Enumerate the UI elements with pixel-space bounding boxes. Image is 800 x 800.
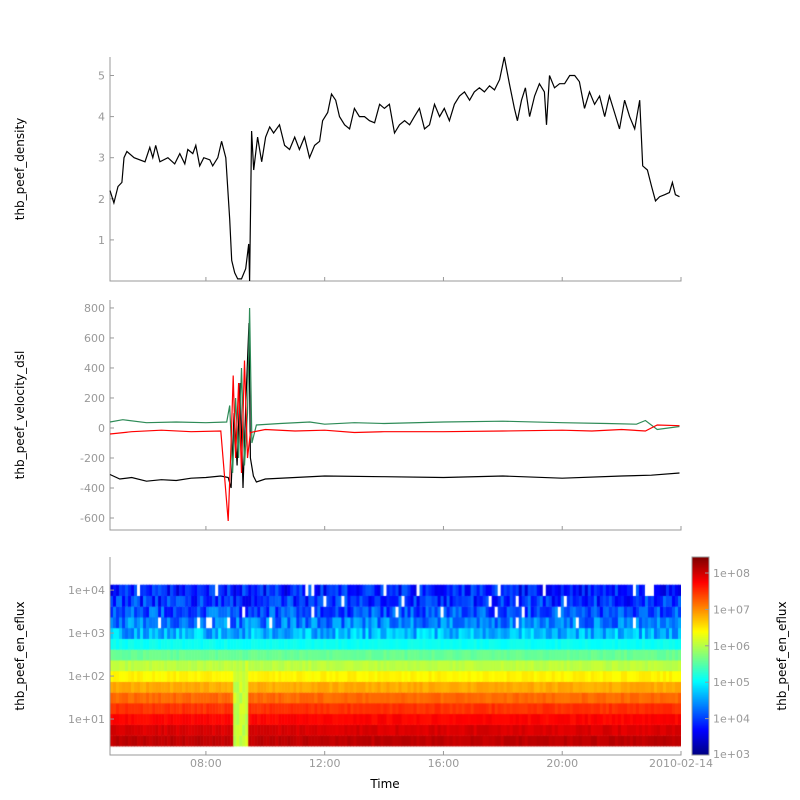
y-tick-label: 4	[98, 111, 105, 124]
y-tick-label: -200	[80, 452, 105, 465]
x-tick-label: 08:00	[190, 757, 222, 770]
eflux-ylabel: thb_peef_en_eflux	[13, 601, 27, 710]
y-tick-label: 600	[84, 332, 105, 345]
velocity-ylabel: thb_peef_velocity_dsl	[13, 351, 27, 480]
colorbar-tick-label: 1e+07	[713, 603, 750, 616]
spectrogram-heatmap	[110, 557, 681, 755]
colorbar-tick-label: 1e+08	[713, 567, 750, 580]
y-tick-label: 0	[98, 422, 105, 435]
x-axis-label: Time	[369, 777, 399, 791]
colorbar-label: thb_peef_en_eflux	[775, 601, 789, 710]
density-ylabel: thb_peef_density	[13, 118, 27, 221]
series-density	[109, 56, 680, 282]
y-tick-label: 800	[84, 302, 105, 315]
series-vz	[109, 360, 680, 522]
axis-frame-0	[109, 57, 682, 282]
x-tick-label: 12:00	[309, 757, 341, 770]
y-tick-label: 1e+01	[68, 713, 105, 726]
y-tick-label: 1	[98, 234, 105, 247]
colorbar-tick-label: 1e+06	[713, 640, 750, 653]
y-tick-label: 1e+04	[68, 584, 105, 597]
y-tick-label: 2	[98, 193, 105, 206]
x-tick-label: 16:00	[428, 757, 460, 770]
colorbar	[692, 557, 709, 755]
x-tick-label: 2010-02-14	[649, 757, 713, 770]
series-vx	[109, 322, 680, 489]
x-tick-label: 20:00	[546, 757, 578, 770]
series-vy	[109, 307, 680, 474]
axis-frame-2	[109, 557, 682, 756]
y-tick-label: 5	[98, 69, 105, 82]
y-tick-label: 200	[84, 392, 105, 405]
y-tick-label: 400	[84, 362, 105, 375]
axis-frame-1	[109, 300, 682, 531]
y-tick-label: 1e+03	[68, 627, 105, 640]
colorbar-tick-label: 1e+04	[713, 713, 750, 726]
colorbar-frame	[691, 556, 710, 756]
colorbar-tick-label: 1e+03	[713, 748, 750, 761]
y-tick-label: -400	[80, 482, 105, 495]
y-tick-label: 1e+02	[68, 670, 105, 683]
y-tick-label: -600	[80, 512, 105, 525]
colorbar-tick-label: 1e+05	[713, 676, 750, 689]
y-tick-label: 3	[98, 152, 105, 165]
